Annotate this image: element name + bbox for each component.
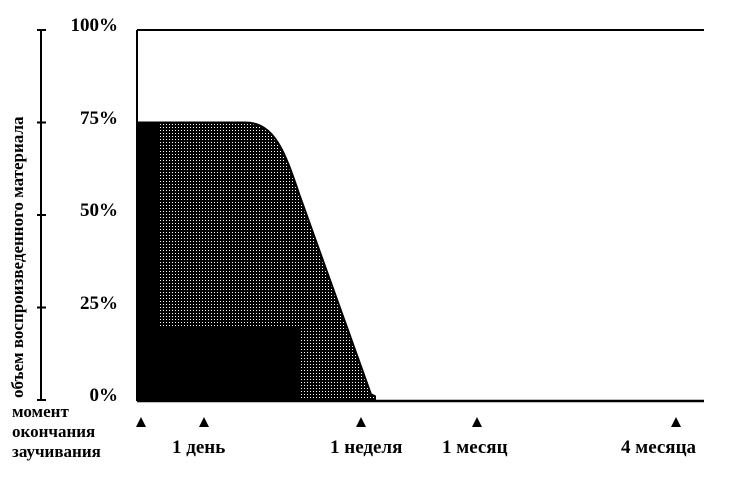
y-tick-label: 100% xyxy=(70,15,119,36)
origin-label-line: окончания xyxy=(12,422,96,441)
x-marker-triangle xyxy=(671,417,681,427)
origin-label-line: момент xyxy=(12,402,69,421)
bottom-black-block xyxy=(155,326,300,400)
x-marker-triangle xyxy=(472,417,482,427)
x-marker-triangle xyxy=(136,417,146,427)
x-marker-triangle xyxy=(356,417,366,427)
x-marker-label: 1 неделя xyxy=(330,437,403,458)
x-marker-label: 1 месяц xyxy=(442,437,508,458)
y-axis-label: объем воспроизведенного материала xyxy=(8,116,27,399)
x-marker-label: 1 день xyxy=(172,437,226,458)
origin-label-line: заучивания xyxy=(12,442,101,461)
left-black-band xyxy=(137,122,159,400)
y-tick-label: 50% xyxy=(80,200,118,221)
x-marker-label: 4 месяца xyxy=(621,437,697,458)
y-tick-label: 0% xyxy=(89,385,119,406)
y-tick-label: 25% xyxy=(80,292,118,314)
x-marker-triangle xyxy=(199,417,209,427)
origin-label: момент окончания заучивания xyxy=(12,402,101,462)
y-tick-label: 75% xyxy=(80,107,118,129)
